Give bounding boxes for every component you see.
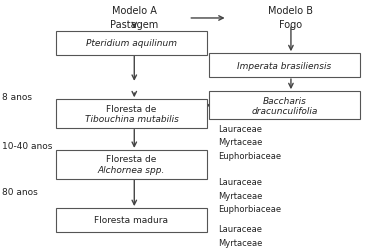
- Text: Lauraceae
Myrtaceae
Euphorbiaceae: Lauraceae Myrtaceae Euphorbiaceae: [218, 178, 281, 213]
- Text: Floresta de: Floresta de: [106, 155, 157, 164]
- FancyBboxPatch shape: [209, 92, 360, 120]
- Text: 8 anos: 8 anos: [2, 92, 32, 102]
- Text: Imperata brasiliensis: Imperata brasiliensis: [237, 62, 332, 71]
- Text: Pastagem: Pastagem: [110, 20, 159, 30]
- FancyBboxPatch shape: [56, 32, 207, 55]
- Text: Modelo B: Modelo B: [269, 6, 313, 16]
- Text: Baccharis: Baccharis: [263, 96, 306, 105]
- Text: Tibouchina mutabilis: Tibouchina mutabilis: [85, 115, 178, 124]
- Text: Modelo A: Modelo A: [112, 6, 157, 16]
- FancyBboxPatch shape: [56, 208, 207, 232]
- Text: Alchornea spp.: Alchornea spp.: [98, 165, 165, 174]
- FancyBboxPatch shape: [56, 100, 207, 129]
- Text: 10-40 anos: 10-40 anos: [2, 142, 52, 151]
- FancyBboxPatch shape: [209, 54, 360, 78]
- Text: dracunculifolia: dracunculifolia: [251, 106, 317, 115]
- Text: 80 anos: 80 anos: [2, 187, 38, 196]
- Text: Fogo: Fogo: [279, 20, 303, 30]
- FancyBboxPatch shape: [56, 150, 207, 179]
- Text: Lauraceae
Myrtaceae: Lauraceae Myrtaceae: [218, 225, 263, 247]
- Text: Pteridium aquilinum: Pteridium aquilinum: [86, 39, 177, 48]
- Text: Floresta madura: Floresta madura: [94, 215, 169, 224]
- Text: Lauraceae
Myrtaceae
Euphorbiaceae: Lauraceae Myrtaceae Euphorbiaceae: [218, 125, 281, 160]
- Text: Floresta de: Floresta de: [106, 104, 157, 113]
